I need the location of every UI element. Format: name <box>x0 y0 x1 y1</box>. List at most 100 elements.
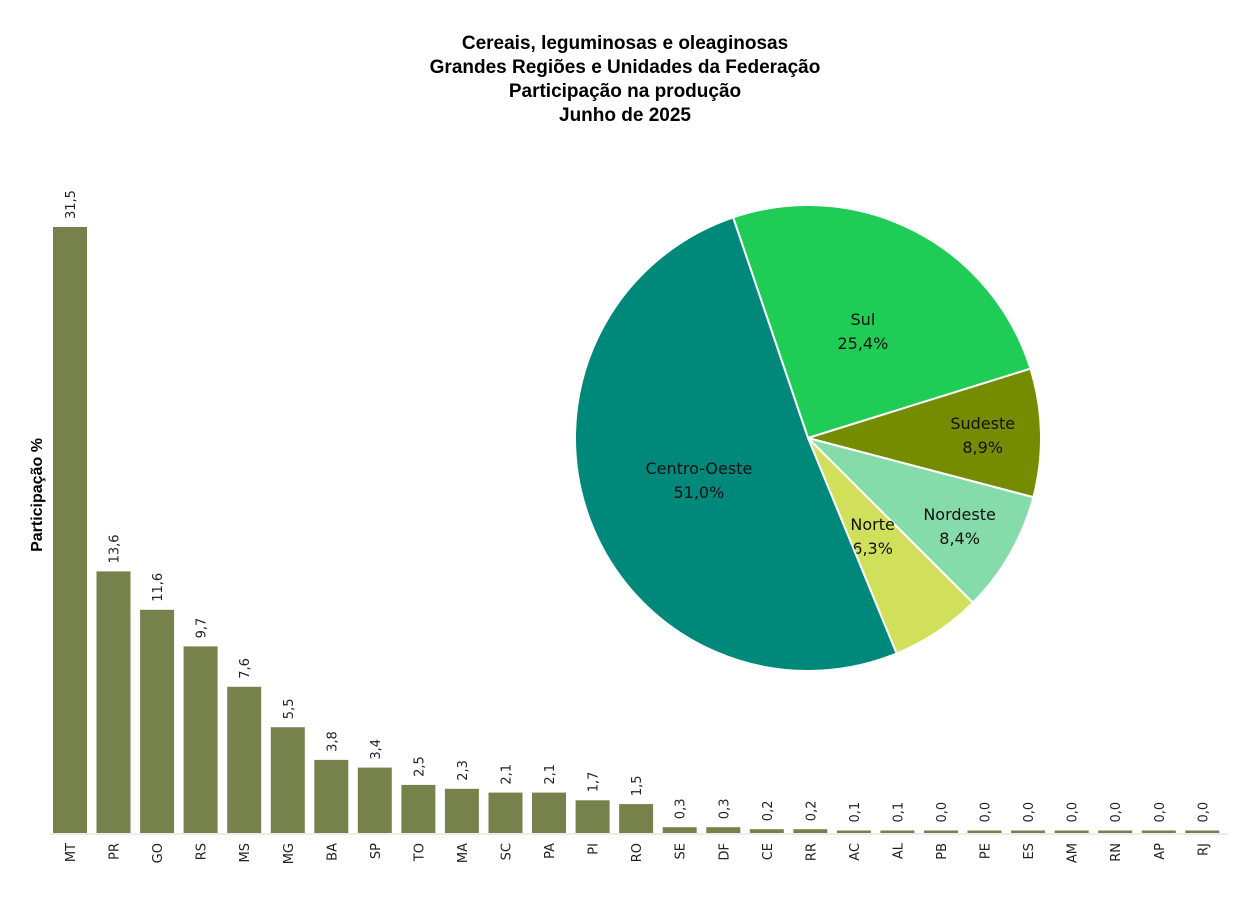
bar-pi <box>575 800 610 833</box>
x-tick-label-rn: RN <box>1109 843 1124 862</box>
bar-ap <box>1141 830 1176 833</box>
x-tick-label-rr: RR <box>804 843 819 861</box>
value-label-pa: 2,1 <box>543 764 558 785</box>
pie-slice-nordeste <box>804 436 1035 605</box>
x-tick-label-pi: PI <box>587 843 602 855</box>
value-label-pe: 0,0 <box>979 802 994 823</box>
bar-df <box>706 827 741 833</box>
pie-label-norte: Norte <box>850 515 894 534</box>
y-axis-label: Participação % <box>29 438 46 552</box>
value-label-mg: 5,5 <box>282 699 297 720</box>
value-label-ma: 2,3 <box>456 760 471 781</box>
value-label-ms: 7,6 <box>238 658 253 679</box>
value-label-ce: 0,2 <box>761 801 776 822</box>
value-label-ro: 1,5 <box>630 775 645 796</box>
value-label-pi: 1,7 <box>587 772 602 793</box>
pie-slice-centro-oeste <box>573 216 898 672</box>
bar-ac <box>836 830 871 833</box>
x-tick-label-pr: PR <box>108 843 123 860</box>
x-tick-label-rj: RJ <box>1196 843 1211 856</box>
value-label-se: 0,3 <box>674 799 689 820</box>
value-label-ac: 0,1 <box>848 802 863 823</box>
pie-value-sul: 25,4% <box>837 334 888 353</box>
value-label-ap: 0,0 <box>1153 802 1168 823</box>
chart-title-line-3: Participação na produção <box>509 81 741 102</box>
chart-title: Cereais, leguminosas e oleaginosas Grand… <box>430 33 821 126</box>
x-tick-label-sp: SP <box>369 843 384 859</box>
bar-rr <box>793 829 828 833</box>
pie-value-sudeste: 8,9% <box>962 438 1003 457</box>
bar-ma <box>444 788 479 833</box>
x-tick-label-pb: PB <box>935 843 950 860</box>
x-tick-label-ro: RO <box>630 843 645 862</box>
bar-al <box>880 830 915 833</box>
bar-es <box>1011 830 1046 833</box>
value-label-ba: 3,8 <box>325 731 340 752</box>
chart-title-line-1: Cereais, leguminosas e oleaginosas <box>462 33 788 54</box>
value-label-to: 2,5 <box>412 756 427 777</box>
x-tick-label-sc: SC <box>500 843 515 860</box>
bar-rj <box>1185 830 1220 833</box>
x-tick-label-ma: MA <box>456 843 471 863</box>
bar-pa <box>532 792 566 833</box>
bar-ms <box>227 686 262 833</box>
bar-ro <box>619 804 654 833</box>
value-label-sp: 3,4 <box>369 739 384 760</box>
bar-mg <box>270 727 305 833</box>
pie-label-centro-oeste: Centro-Oeste <box>645 459 752 478</box>
x-tick-label-am: AM <box>1066 843 1081 863</box>
x-tick-label-df: DF <box>717 843 732 861</box>
x-tick-label-mg: MG <box>282 843 297 864</box>
x-tick-label-ba: BA <box>325 843 340 861</box>
bar-rs <box>183 646 218 833</box>
bar-am <box>1054 830 1089 833</box>
value-label-df: 0,3 <box>717 799 732 820</box>
value-label-pr: 13,6 <box>108 534 123 563</box>
value-label-rn: 0,0 <box>1109 802 1124 823</box>
value-label-rr: 0,2 <box>804 801 819 822</box>
x-tick-label-al: AL <box>891 842 906 859</box>
chart-title-line-2: Grandes Regiões e Unidades da Federação <box>430 57 821 78</box>
value-label-al: 0,1 <box>891 802 906 823</box>
bar-sc <box>488 792 523 833</box>
x-tick-label-pa: PA <box>543 843 558 859</box>
x-tick-label-to: TO <box>412 843 427 862</box>
x-tick-label-ac: AC <box>848 843 863 861</box>
value-label-rj: 0,0 <box>1196 802 1211 823</box>
x-tick-label-go: GO <box>151 843 166 863</box>
pie-slice-sul <box>731 204 1032 440</box>
value-label-es: 0,0 <box>1022 802 1037 823</box>
x-tick-label-ap: AP <box>1153 843 1168 860</box>
x-tick-label-es: ES <box>1022 843 1037 859</box>
value-label-go: 11,6 <box>151 573 166 602</box>
x-tick-label-ce: CE <box>761 843 776 860</box>
pie-label-sudeste: Sudeste <box>950 414 1015 433</box>
pie-plot: Sul 25,4% Sudeste 8,9% Nordeste 8,4% Norte 6,3%… <box>573 204 1042 672</box>
pie-value-norte: 6,3% <box>852 539 893 558</box>
chart-title-line-4: Junho de 2025 <box>559 105 691 126</box>
x-tick-label-pe: PE <box>979 843 994 859</box>
bar-go <box>140 609 175 833</box>
value-label-mt: 31,5 <box>64 190 79 219</box>
pie-label-nordeste: Nordeste <box>923 505 996 524</box>
bar-ce <box>749 829 784 833</box>
x-tick-label-mt: MT <box>64 843 79 862</box>
pie-value-nordeste: 8,4% <box>939 529 980 548</box>
bar-ba <box>314 759 349 833</box>
pie-label-sul: Sul <box>851 310 876 329</box>
bar-mt <box>53 227 87 833</box>
value-label-pb: 0,0 <box>935 802 950 823</box>
bar-pe <box>967 830 1002 833</box>
bar-pr <box>96 571 131 833</box>
pie-value-centro-oeste: 51,0% <box>673 483 724 502</box>
value-label-am: 0,0 <box>1066 802 1081 823</box>
pie-slice-sudeste <box>804 367 1042 499</box>
x-tick-label-rs: RS <box>195 843 210 860</box>
bar-se <box>662 827 697 833</box>
bar-sp <box>357 767 392 833</box>
value-label-sc: 2,1 <box>500 764 515 785</box>
x-tick-label-se: SE <box>674 843 689 859</box>
bar-plot: 31,5 MT 13,6 PR 11,6 GO 9,7 RS 7,6 MS 5,5 MG 3,8 BA 3,… <box>53 190 1220 864</box>
bar-pb <box>924 830 958 833</box>
